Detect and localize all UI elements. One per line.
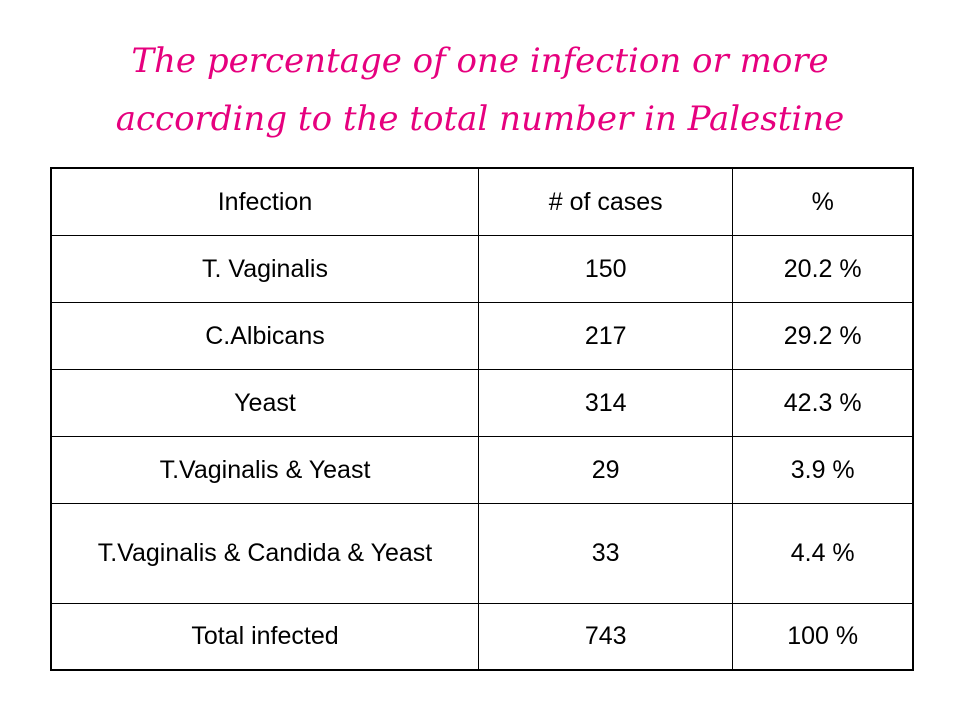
cell-percent: 4.4 % — [732, 502, 914, 604]
cell-infection: Total infected — [50, 602, 479, 671]
cell-infection: T.Vaginalis & Candida & Yeast — [50, 502, 479, 604]
table-row: T. Vaginalis 150 20.2 % — [50, 234, 914, 303]
cell-percent: 42.3 % — [732, 368, 914, 437]
header-infection: Infection — [50, 167, 479, 236]
table-row: Yeast 314 42.3 % — [50, 368, 914, 437]
cell-infection: T. Vaginalis — [50, 234, 479, 303]
table-row: T.Vaginalis & Yeast 29 3.9 % — [50, 435, 914, 504]
cell-infection: T.Vaginalis & Yeast — [50, 435, 479, 504]
title-line-2: according to the total number in Palesti… — [115, 99, 845, 139]
cell-cases: 743 — [477, 602, 734, 671]
header-percent: % — [732, 167, 914, 236]
cell-cases: 29 — [477, 435, 734, 504]
cell-cases: 150 — [477, 234, 734, 303]
cell-cases: 33 — [477, 502, 734, 604]
table-row-total: Total infected 743 100 % — [50, 602, 914, 671]
cell-infection: C.Albicans — [50, 301, 479, 370]
cell-percent: 100 % — [732, 602, 914, 671]
title-line-1: The percentage of one infection or more — [131, 41, 829, 81]
cell-percent: 29.2 % — [732, 301, 914, 370]
cell-percent: 3.9 % — [732, 435, 914, 504]
cell-infection: Yeast — [50, 368, 479, 437]
header-cases: # of cases — [477, 167, 734, 236]
infection-table: Infection # of cases % T. Vaginalis 150 … — [50, 167, 914, 671]
table-row: T.Vaginalis & Candida & Yeast 33 4.4 % — [50, 502, 914, 604]
cell-cases: 217 — [477, 301, 734, 370]
table-row: C.Albicans 217 29.2 % — [50, 301, 914, 370]
slide-title: The percentage of one infection or more … — [40, 32, 920, 148]
table-header-row: Infection # of cases % — [50, 167, 914, 236]
cell-cases: 314 — [477, 368, 734, 437]
cell-percent: 20.2 % — [732, 234, 914, 303]
